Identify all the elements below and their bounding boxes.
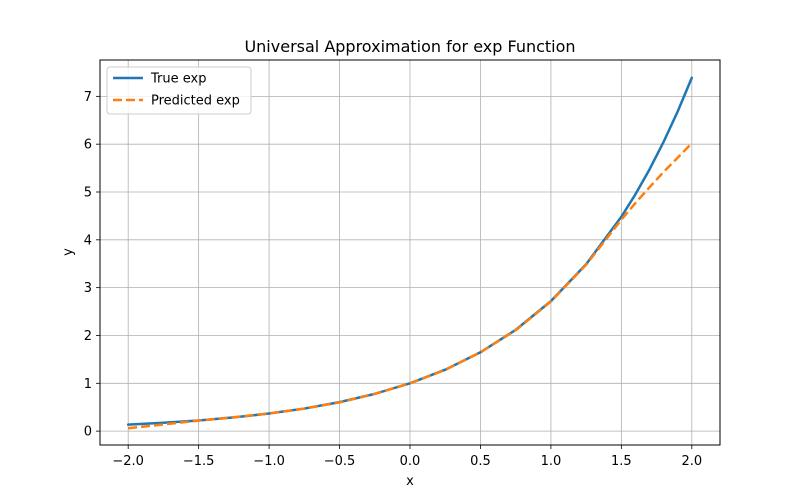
x-tick-label: 1.5 (611, 454, 632, 469)
y-tick-label: 2 (84, 329, 92, 344)
legend-label-true-exp: True exp (150, 72, 206, 87)
grid (100, 60, 720, 445)
y-tick-label: 0 (84, 425, 92, 440)
x-tick-label: 0.5 (470, 454, 491, 469)
x-axis-label: x (406, 474, 414, 489)
x-tick-label: −1.5 (183, 454, 215, 469)
x-tick-label: 0.0 (400, 454, 421, 469)
y-tick-label: 7 (84, 90, 92, 105)
x-tick-label: 2.0 (681, 454, 702, 469)
series-line-predicted-exp (128, 142, 693, 430)
chart-title: Universal Approximation for exp Function (244, 37, 575, 56)
x-tick-label: −2.0 (112, 454, 144, 469)
series-layer (126, 76, 694, 430)
x-tick-label: 1.0 (541, 454, 562, 469)
y-axis-label: y (61, 248, 76, 256)
ticks: −2.0 −1.5 −1.0 −0.5 0.0 0.5 1.0 1.5 2.0 0 1 2 3 4 5 6 7 (84, 90, 702, 469)
legend-label-predicted-exp: Predicted exp (151, 94, 240, 109)
y-tick-label: 1 (84, 377, 92, 392)
y-tick-label: 3 (84, 281, 92, 296)
legend: True exp Predicted exp (106, 66, 252, 115)
x-tick-label: −1.0 (253, 454, 285, 469)
y-tick-label: 6 (84, 138, 92, 153)
y-tick-label: 4 (84, 233, 92, 248)
y-tick-label: 5 (84, 186, 92, 201)
x-tick-label: −0.5 (324, 454, 356, 469)
